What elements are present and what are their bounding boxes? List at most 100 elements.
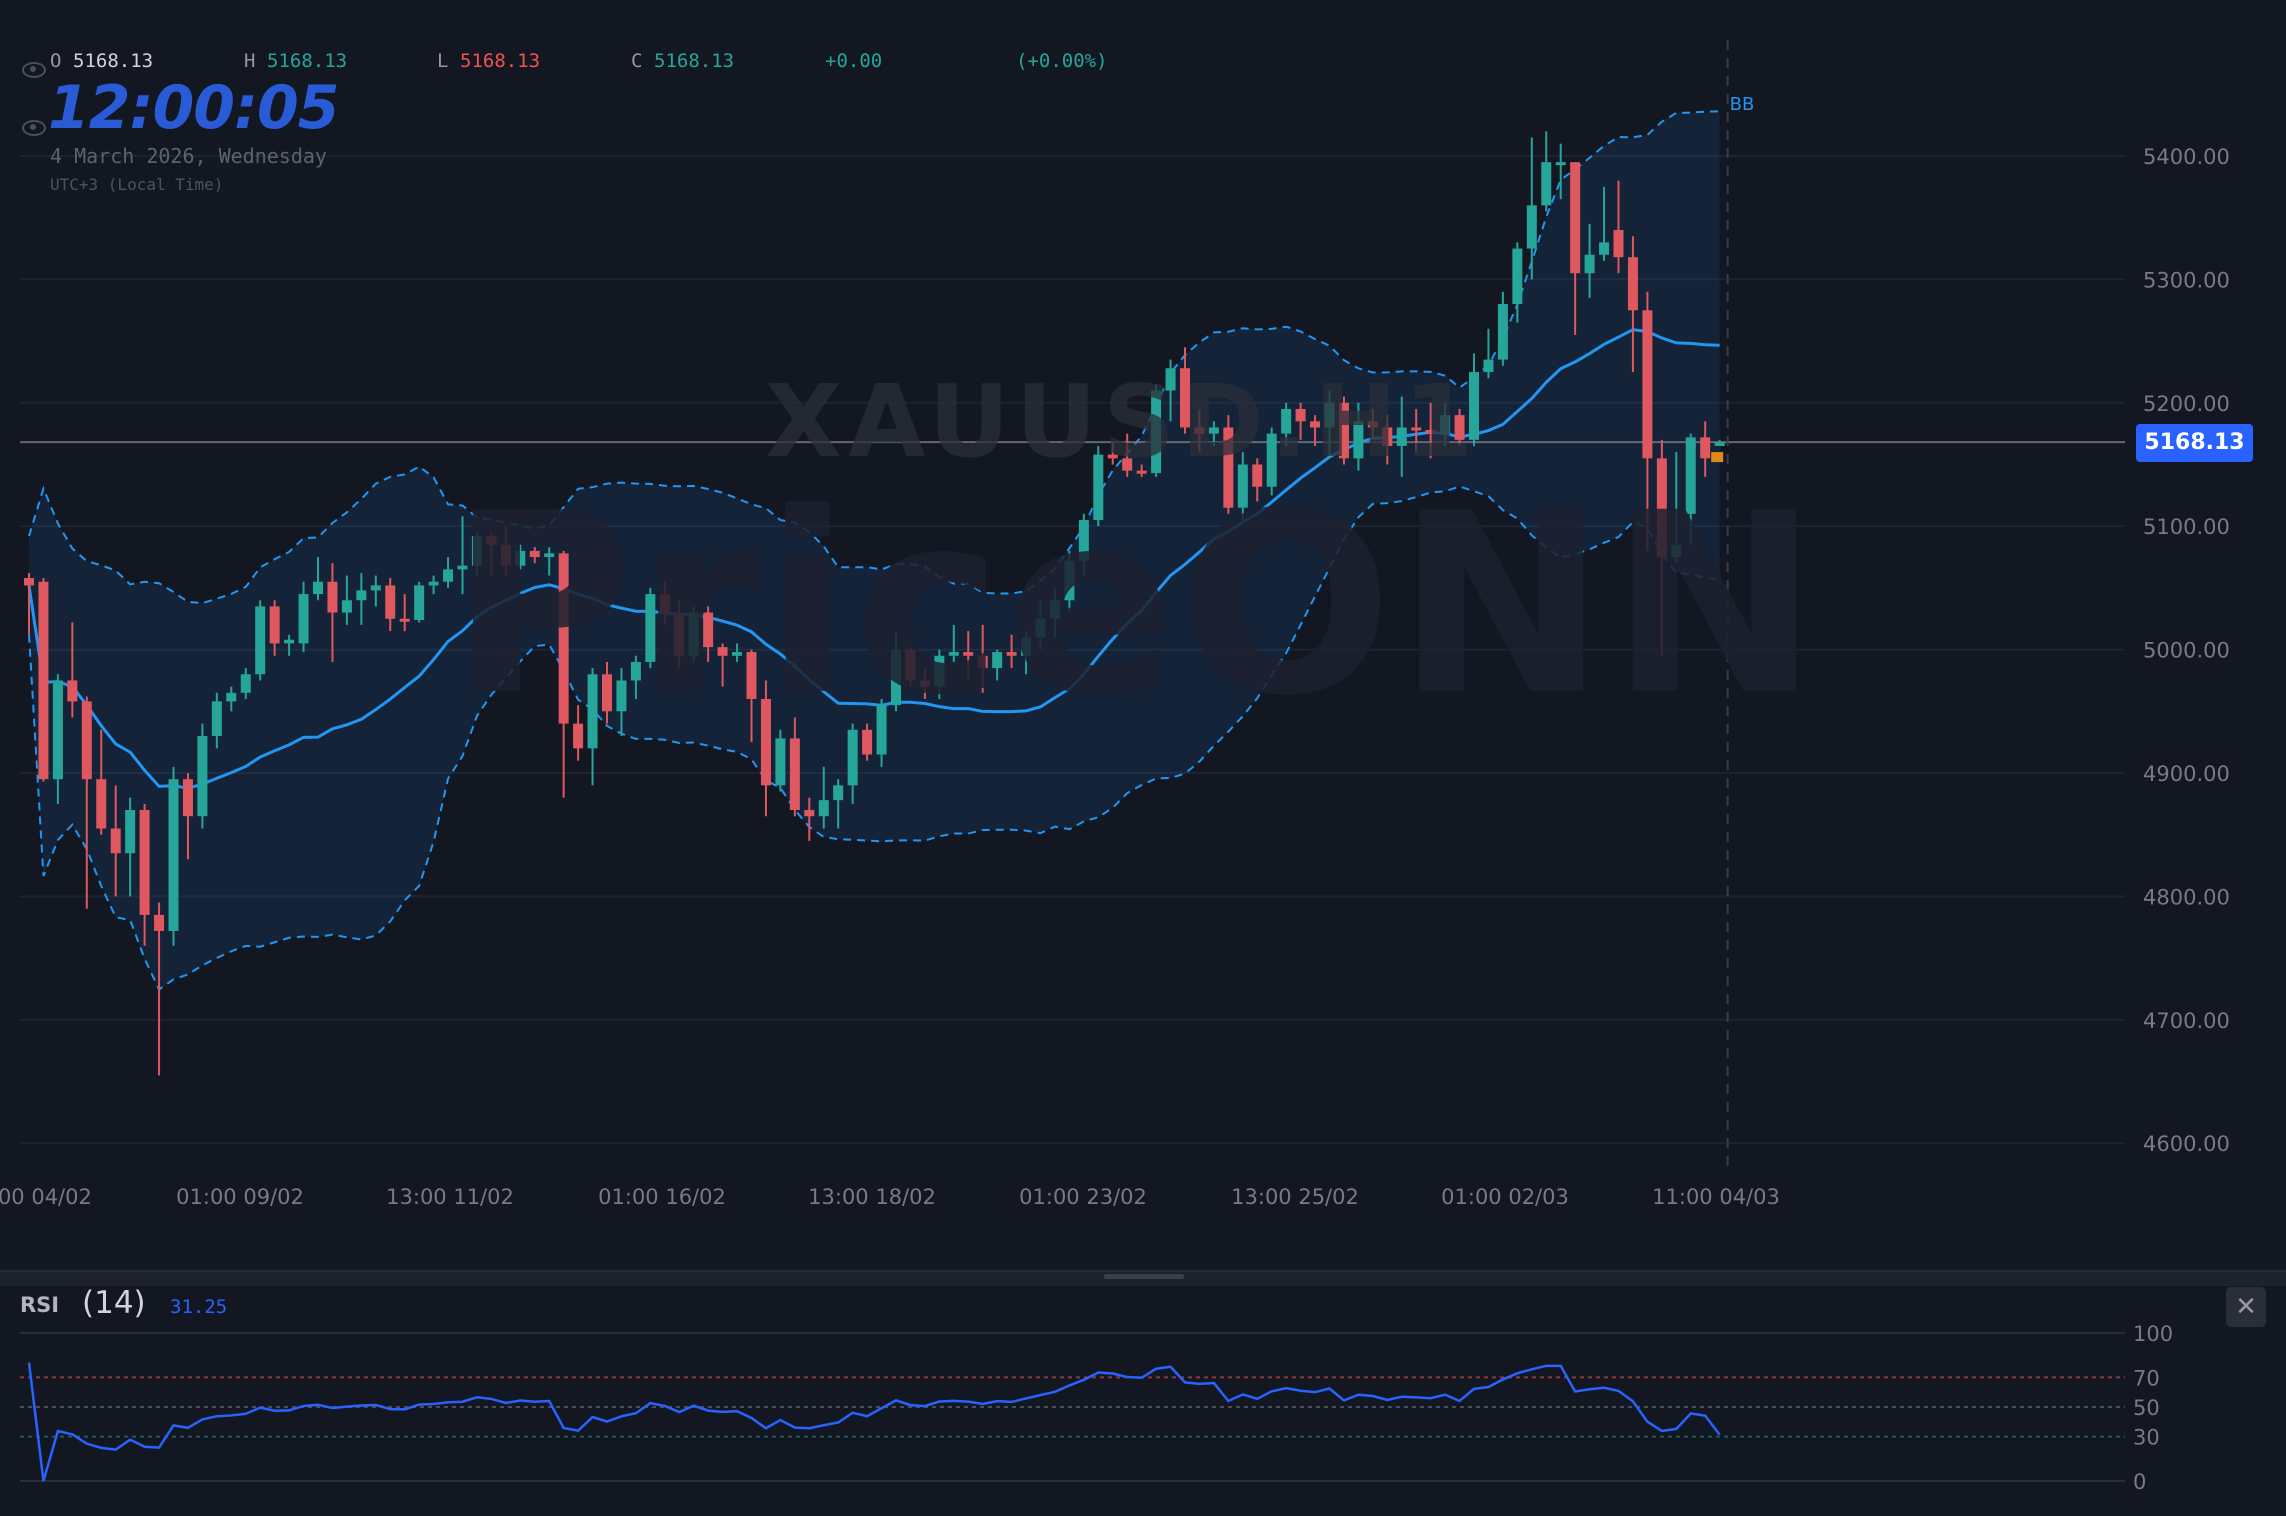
candle [688, 606, 699, 662]
candle [1454, 408, 1465, 446]
candle [298, 581, 309, 653]
candle-body [1555, 162, 1566, 166]
candle-body [1353, 421, 1364, 459]
rsi-level-label: 50 [2133, 1396, 2160, 1420]
candle-body [284, 639, 295, 644]
candle-body [1541, 162, 1552, 206]
candle-body [1266, 433, 1277, 487]
candle [573, 705, 584, 761]
candle [1555, 143, 1566, 200]
candle [833, 779, 844, 829]
y-tick-label: 4700.00 [2143, 1009, 2230, 1033]
candle [81, 696, 92, 909]
candle-body [789, 738, 800, 811]
candle-body [1338, 402, 1349, 459]
candle-body [1526, 205, 1537, 249]
candle [500, 526, 511, 576]
candle [1367, 408, 1378, 440]
candle-body [139, 810, 150, 915]
candle [544, 547, 555, 576]
candle [515, 544, 526, 570]
candle-body [168, 779, 179, 931]
candle [471, 532, 482, 576]
low-label: L [437, 50, 449, 72]
candle [1411, 408, 1422, 453]
candle-body [746, 652, 757, 699]
candle [1122, 433, 1133, 477]
candle-body [630, 661, 641, 681]
candle-body [1223, 427, 1234, 508]
candle [732, 643, 743, 662]
candle-body [414, 585, 425, 620]
candle-body [500, 544, 511, 566]
candle [1136, 464, 1147, 477]
candle [948, 624, 959, 662]
candle [443, 557, 454, 588]
candle-body [919, 680, 930, 687]
candle-body [515, 550, 526, 566]
candle-body [674, 612, 685, 656]
candle-body [1367, 421, 1378, 428]
eye-icon[interactable] [22, 62, 46, 78]
candle-body [1151, 390, 1162, 474]
candle-body [1107, 454, 1118, 459]
candle-body [1093, 454, 1104, 521]
candle [96, 729, 107, 835]
candle-body [81, 701, 92, 780]
candle [760, 680, 771, 817]
high-value: 5168.13 [267, 50, 348, 72]
candle-body [992, 652, 1003, 669]
watermark-symbol: XAUUSD.H1 [765, 363, 1480, 480]
candle [992, 649, 1003, 681]
candle-body [1440, 415, 1451, 434]
candle [1223, 415, 1234, 514]
candle [67, 622, 78, 718]
candle-body [1627, 257, 1638, 311]
candle [1613, 180, 1624, 274]
clock: 12:00:05 [48, 73, 339, 143]
candle-body [1194, 427, 1205, 434]
change-value: +0.00 [825, 50, 883, 72]
candle-body [1613, 230, 1624, 258]
candle [182, 773, 193, 860]
candle [226, 686, 237, 712]
rsi-level-label: 70 [2133, 1366, 2160, 1390]
candle-body [1469, 371, 1479, 440]
candle [674, 600, 685, 669]
rsi-level-label: 0 [2133, 1470, 2146, 1494]
resize-handle[interactable] [1104, 1274, 1184, 1279]
candle-body [1483, 359, 1494, 372]
candle-body [125, 810, 136, 854]
candle-body [1671, 544, 1682, 558]
x-tick-label: 01:00 04/02 [0, 1185, 92, 1209]
candle [1006, 634, 1017, 669]
candle [1353, 402, 1364, 471]
candle-body [833, 785, 844, 801]
x-tick-label: 01:00 09/02 [176, 1185, 304, 1209]
candle-body [96, 779, 107, 829]
eye-icon[interactable] [22, 120, 46, 136]
candle-body [1180, 368, 1190, 428]
x-tick-label: 13:00 18/02 [808, 1185, 936, 1209]
close-label: C [631, 50, 643, 72]
candle-body [1078, 520, 1089, 561]
candle [1266, 427, 1277, 496]
candle-body [1570, 162, 1581, 274]
candle [486, 532, 497, 576]
candle-body [240, 674, 251, 693]
candle-body [1136, 470, 1147, 474]
x-tick-label: 01:00 23/02 [1019, 1185, 1147, 1209]
rsi-title: RSI [20, 1293, 60, 1317]
candle [428, 575, 439, 595]
close-icon[interactable]: ✕ [2226, 1287, 2266, 1327]
candle-body [616, 680, 627, 712]
candle [313, 557, 323, 601]
candle [1310, 415, 1321, 446]
candle-body [573, 723, 584, 749]
candle-body [1035, 618, 1046, 638]
x-tick-label: 01:00 02/03 [1441, 1185, 1569, 1209]
candle [125, 797, 136, 897]
candle-body [327, 581, 338, 613]
candle-body [1396, 427, 1407, 446]
